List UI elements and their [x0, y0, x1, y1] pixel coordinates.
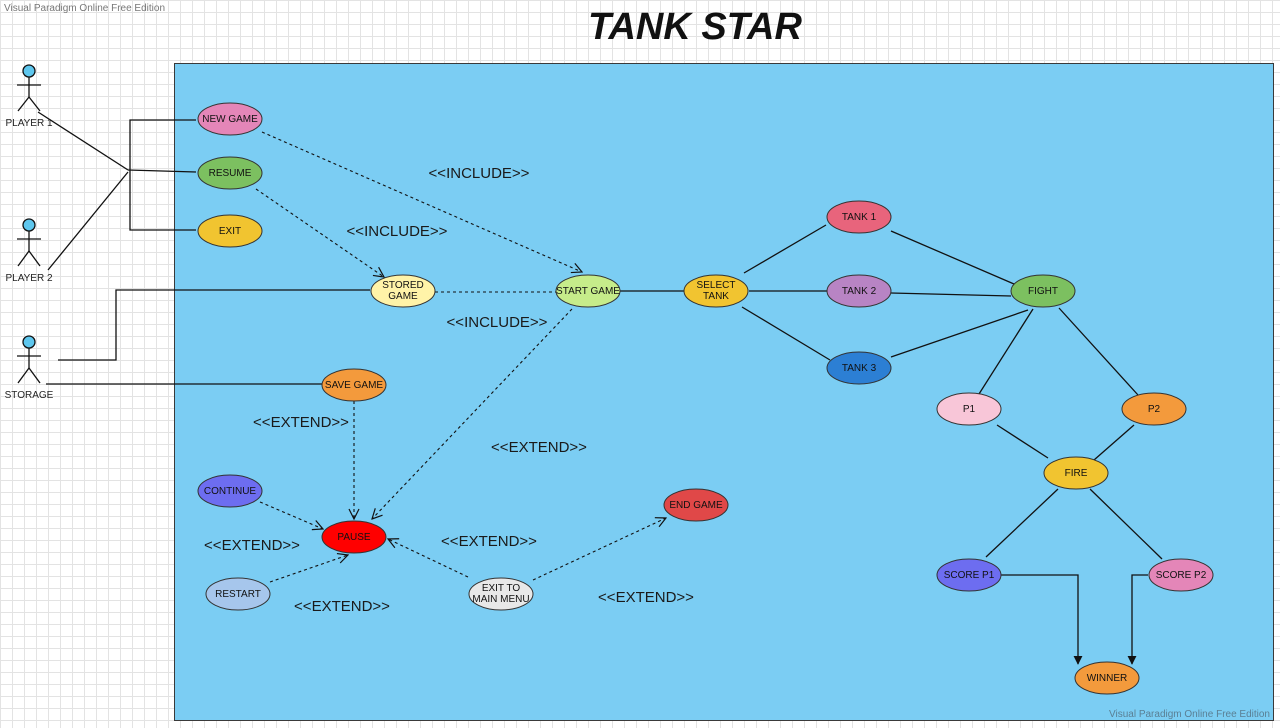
use-case-exit-to-main-menu[interactable]: EXIT TO MAIN MENU	[468, 577, 534, 611]
use-case-restart[interactable]: RESTART	[205, 577, 271, 611]
use-case-label: PAUSE	[337, 532, 370, 543]
use-case-end-game[interactable]: END GAME	[663, 488, 729, 522]
use-case-score-p2[interactable]: SCORE P2	[1148, 558, 1214, 592]
use-case-label: STORED GAME	[382, 280, 424, 302]
extend-label: <<EXTEND>>	[253, 414, 349, 431]
actor-player-1[interactable]	[17, 64, 41, 112]
use-case-new-game[interactable]: NEW GAME	[197, 102, 263, 136]
use-case-label: TANK 2	[842, 286, 877, 297]
use-case-label: SAVE GAME	[325, 380, 383, 391]
extend-label: <<EXTEND>>	[294, 598, 390, 615]
diagram-title: TANK STAR	[588, 6, 802, 48]
use-case-label: EXIT	[219, 226, 241, 237]
extend-label: <<EXTEND>>	[598, 589, 694, 606]
dependency-arrows	[255, 131, 666, 583]
use-case-select-tank[interactable]: SELECT TANK	[683, 274, 749, 308]
use-case-winner[interactable]: WINNER	[1074, 661, 1140, 695]
use-case-tank-2[interactable]: TANK 2	[826, 274, 892, 308]
use-case-label: RESUME	[209, 168, 252, 179]
watermark-bottom: Visual Paradigm Online Free Edition	[1108, 709, 1270, 720]
extend-label: <<EXTEND>>	[204, 537, 300, 554]
include-label: <<INCLUDE>>	[429, 165, 530, 182]
extend-label: <<EXTEND>>	[491, 439, 587, 456]
use-case-pause[interactable]: PAUSE	[321, 520, 387, 554]
watermark-top: Visual Paradigm Online Free Edition	[4, 3, 166, 14]
use-case-save-game[interactable]: SAVE GAME	[321, 368, 387, 402]
actor-storage-label: STORAGE	[5, 390, 54, 401]
actor-head-icon	[22, 218, 36, 232]
actor-player-2-label: PLAYER 2	[5, 273, 52, 284]
actor-player-2[interactable]	[17, 218, 41, 267]
use-case-label: FIGHT	[1028, 286, 1058, 297]
use-case-label: FIRE	[1065, 468, 1088, 479]
use-case-continue[interactable]: CONTINUE	[197, 474, 263, 508]
use-case-stored-game[interactable]: STORED GAME	[370, 274, 436, 308]
use-case-label: TANK 1	[842, 212, 877, 223]
use-case-label: P2	[1148, 404, 1161, 415]
use-case-label: TANK 3	[842, 363, 877, 374]
use-case-label: SELECT TANK	[697, 280, 736, 302]
use-case-fight[interactable]: FIGHT	[1010, 274, 1076, 308]
use-case-label: START GAME	[556, 286, 620, 297]
extend-label: <<EXTEND>>	[441, 533, 537, 550]
use-case-label: RESTART	[215, 589, 261, 600]
use-case-label: SCORE P1	[944, 570, 995, 581]
include-label: <<INCLUDE>>	[347, 223, 448, 240]
use-case-associations	[620, 224, 1163, 665]
actor-head-icon	[22, 64, 36, 78]
use-case-p2[interactable]: P2	[1121, 392, 1187, 426]
use-case-label: P1	[963, 404, 976, 415]
use-case-tank-1[interactable]: TANK 1	[826, 200, 892, 234]
actor-storage[interactable]	[17, 335, 41, 384]
use-case-label: EXIT TO MAIN MENU	[472, 583, 529, 605]
use-case-exit[interactable]: EXIT	[197, 214, 263, 248]
use-case-p1[interactable]: P1	[936, 392, 1002, 426]
use-case-resume[interactable]: RESUME	[197, 156, 263, 190]
use-case-label: END GAME	[669, 500, 723, 511]
use-case-label: NEW GAME	[202, 114, 258, 125]
use-case-start-game[interactable]: START GAME	[555, 274, 621, 308]
actor-player-1-label: PLAYER 1	[5, 118, 52, 129]
actor-associations	[37, 111, 370, 385]
use-case-tank-3[interactable]: TANK 3	[826, 351, 892, 385]
use-case-fire[interactable]: FIRE	[1043, 456, 1109, 490]
actor-head-icon	[22, 335, 36, 349]
use-case-label: WINNER	[1087, 673, 1128, 684]
use-case-label: CONTINUE	[204, 486, 257, 497]
use-case-label: SCORE P2	[1156, 570, 1207, 581]
include-label: <<INCLUDE>>	[447, 314, 548, 331]
use-case-score-p1[interactable]: SCORE P1	[936, 558, 1002, 592]
